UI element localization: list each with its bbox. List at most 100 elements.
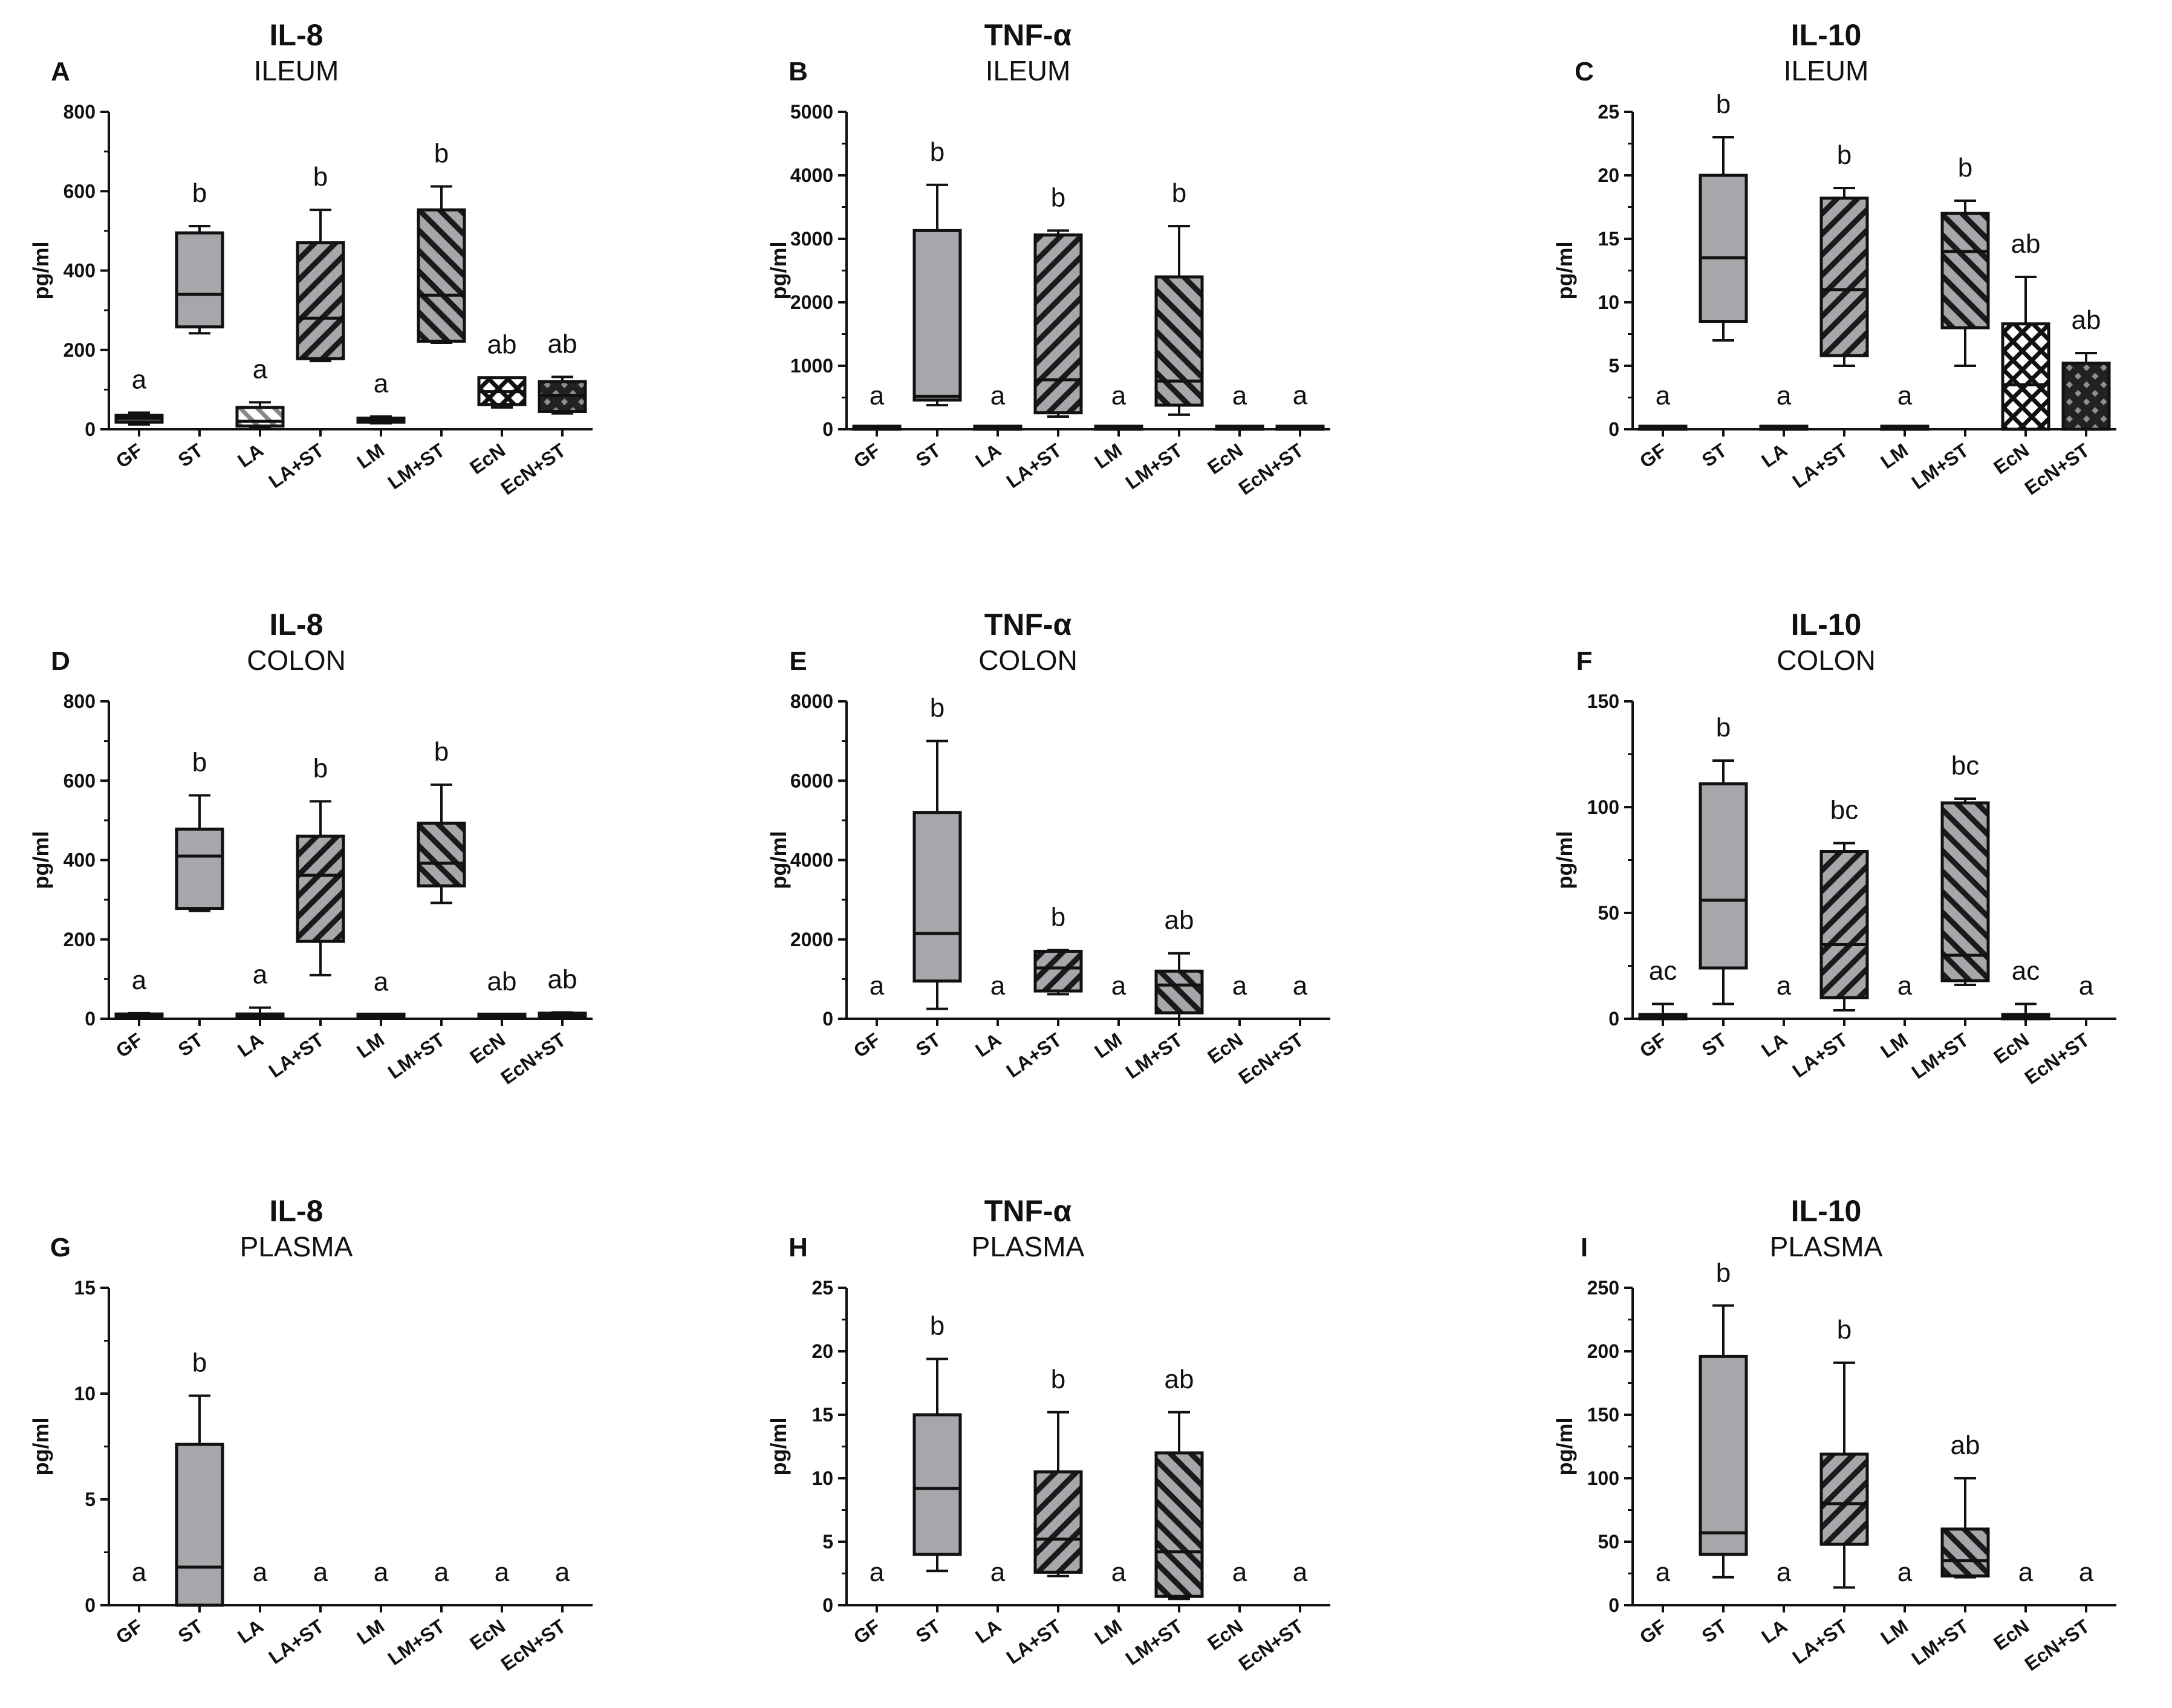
box-iqr bbox=[912, 811, 962, 983]
x-tick-label: ST bbox=[912, 1028, 945, 1060]
box-ecn bbox=[2001, 276, 2050, 431]
x-tick-label: EcN bbox=[1989, 1028, 2033, 1068]
significance-letter: b bbox=[1716, 89, 1731, 119]
significance-letter: b bbox=[930, 137, 945, 167]
box-iqr bbox=[1154, 1451, 1204, 1598]
significance-letter: a bbox=[990, 971, 1006, 1001]
box-lm-plus-st bbox=[417, 185, 466, 344]
significance-letter: a bbox=[2079, 971, 2094, 1001]
significance-letter: b bbox=[1958, 153, 1972, 183]
significance-letter: ac bbox=[1649, 956, 1677, 986]
significance-letter: b bbox=[192, 178, 207, 208]
y-tick-label: 0 bbox=[822, 1594, 833, 1616]
chart-subtitle-tissue: COLON bbox=[978, 645, 1078, 676]
significance-letter: a bbox=[555, 1557, 570, 1587]
x-tick-label: EcN+ST bbox=[1235, 439, 1308, 499]
y-axis-label: pg/ml bbox=[28, 242, 53, 300]
x-tick-label: LM+ST bbox=[384, 439, 449, 493]
box-gf bbox=[1638, 1002, 1688, 1021]
box-ecn bbox=[477, 376, 527, 409]
chart-title: IL-10 bbox=[1791, 608, 1862, 641]
x-tick-label: LA bbox=[971, 1615, 1005, 1648]
x-tick-label: GF bbox=[1636, 439, 1670, 472]
box-iqr bbox=[296, 241, 345, 360]
x-tick-label: LM+ST bbox=[1122, 1615, 1187, 1669]
significance-letter: bc bbox=[1830, 796, 1858, 825]
panel-e: TNF-α COLON E 0 2000 4000 6000 8000 pg/ml GF a ST b L… bbox=[766, 608, 1330, 1089]
x-tick-label: ST bbox=[1698, 1615, 1731, 1647]
y-tick-label: 6000 bbox=[790, 770, 833, 791]
x-tick-label: GF bbox=[1636, 1615, 1670, 1648]
x-tick-label: LM bbox=[1877, 439, 1912, 473]
box-iqr bbox=[296, 834, 345, 943]
box-la-plus-st bbox=[296, 800, 345, 976]
box-iqr bbox=[1033, 1470, 1083, 1574]
significance-letter: b bbox=[1172, 178, 1186, 208]
chart-title: IL-10 bbox=[1791, 1194, 1862, 1228]
y-tick-label: 0 bbox=[1608, 1594, 1619, 1616]
box-ecn-plus-st bbox=[538, 375, 587, 415]
x-tick-label: LM bbox=[353, 1615, 388, 1649]
significance-letter: b bbox=[1051, 1365, 1065, 1394]
panel-label: B bbox=[788, 57, 808, 86]
significance-letter: a bbox=[870, 971, 885, 1001]
x-tick-label: LM bbox=[353, 1028, 388, 1062]
x-tick-label: GF bbox=[850, 1028, 884, 1062]
panel-label: H bbox=[788, 1233, 808, 1262]
box-st bbox=[1699, 136, 1748, 342]
y-tick-label: 20 bbox=[811, 1340, 833, 1362]
x-tick-label: LA+ST bbox=[1789, 1028, 1852, 1082]
box-st bbox=[912, 1357, 962, 1573]
y-tick-label: 5 bbox=[1608, 355, 1619, 377]
panel-label: G bbox=[50, 1233, 71, 1262]
y-tick-label: 1000 bbox=[790, 355, 833, 377]
box-la-plus-st bbox=[1819, 842, 1869, 1011]
box-lm bbox=[356, 1012, 406, 1019]
chart-title: TNF-α bbox=[984, 608, 1072, 641]
significance-letter: a bbox=[1293, 1557, 1308, 1587]
significance-letter: a bbox=[1897, 971, 1913, 1001]
y-axis-label: pg/ml bbox=[1552, 242, 1577, 300]
x-tick-label: ST bbox=[912, 439, 945, 471]
x-tick-label: EcN+ST bbox=[1235, 1028, 1308, 1089]
panel-f: IL-10 COLON F 0 50 100 150 pg/ml GF ac ST b LA a LA+ST… bbox=[1552, 608, 2116, 1089]
significance-letter: a bbox=[1777, 1557, 1792, 1587]
significance-letter: ab bbox=[2011, 229, 2041, 259]
x-tick-label: GF bbox=[112, 1615, 146, 1648]
x-tick-label: ST bbox=[1698, 1028, 1731, 1060]
chart-subtitle-tissue: PLASMA bbox=[972, 1231, 1085, 1262]
significance-letter: ab bbox=[1165, 906, 1194, 935]
significance-letter: b bbox=[313, 162, 328, 192]
box-iqr bbox=[417, 208, 466, 343]
box-iqr bbox=[1940, 801, 1990, 982]
x-tick-label: EcN bbox=[466, 1028, 509, 1068]
y-tick-label: 400 bbox=[63, 849, 96, 871]
chart-subtitle-tissue: ILEUM bbox=[986, 55, 1071, 86]
box-la bbox=[235, 1006, 285, 1019]
y-axis-label: pg/ml bbox=[766, 242, 791, 300]
box-gf bbox=[1638, 424, 1688, 431]
significance-letter: a bbox=[1293, 971, 1308, 1001]
panel-label: A bbox=[51, 57, 70, 86]
significance-letter: a bbox=[1232, 381, 1247, 411]
x-tick-label: LA bbox=[1757, 1615, 1791, 1648]
x-tick-label: EcN bbox=[1989, 439, 2033, 478]
significance-letter: a bbox=[313, 1557, 328, 1587]
box-ecn bbox=[477, 1012, 527, 1019]
significance-letter: a bbox=[1777, 971, 1792, 1001]
significance-letter: a bbox=[1111, 1557, 1127, 1587]
box-ecn-plus-st bbox=[538, 1011, 587, 1019]
significance-letter: a bbox=[374, 1557, 389, 1587]
significance-letter: b bbox=[434, 138, 449, 168]
x-tick-label: EcN bbox=[466, 439, 509, 478]
significance-letter: b bbox=[1716, 1258, 1731, 1288]
x-tick-label: EcN+ST bbox=[2021, 439, 2094, 499]
y-tick-label: 200 bbox=[1587, 1340, 1619, 1362]
box-iqr bbox=[1819, 196, 1869, 357]
x-tick-label: LM+ST bbox=[1908, 1615, 1973, 1669]
significance-letter: ab bbox=[548, 329, 577, 359]
significance-letter: a bbox=[132, 1557, 147, 1587]
y-tick-label: 200 bbox=[63, 339, 96, 361]
y-tick-label: 600 bbox=[63, 180, 96, 202]
